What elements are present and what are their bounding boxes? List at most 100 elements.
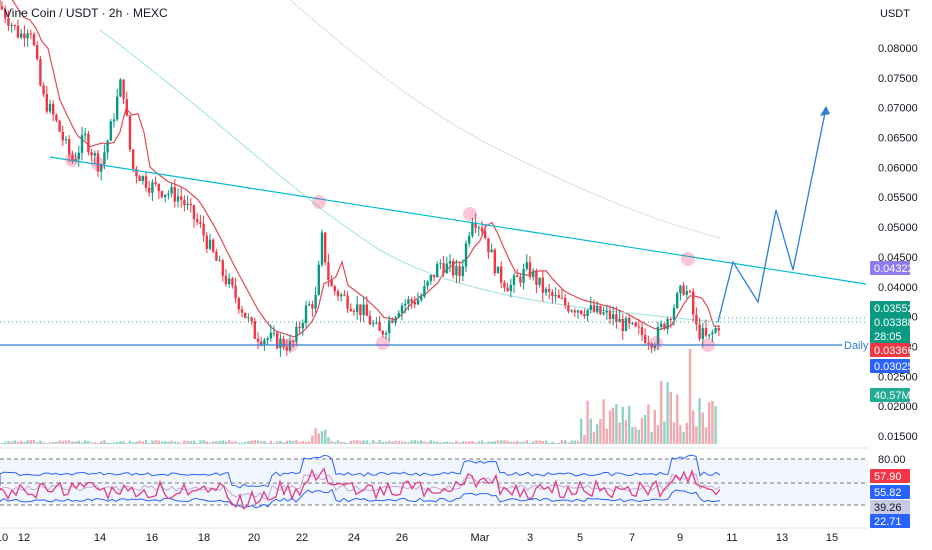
volume-bar <box>298 442 301 444</box>
volume-bar <box>122 441 125 444</box>
moving-averages <box>0 0 721 338</box>
volume-bar <box>154 440 157 444</box>
candle-body <box>164 194 167 198</box>
volume-bar <box>503 440 506 444</box>
volume-bar <box>247 440 250 444</box>
candle-body <box>244 312 247 318</box>
projection-arrow <box>820 106 830 116</box>
candle-body <box>682 285 685 295</box>
candle-body <box>327 262 330 280</box>
volume-bar <box>365 440 368 444</box>
chart-title: Vine Coin / USDT · 2h · MEXC <box>4 6 168 20</box>
volume-bar <box>266 442 269 444</box>
candle-body <box>349 308 352 312</box>
price-tick: 0.05000 <box>878 222 918 234</box>
candle-body <box>157 183 160 192</box>
volume-bar <box>679 425 682 444</box>
volume-bar <box>413 440 416 444</box>
volume-bar <box>676 394 679 444</box>
candle-body <box>605 310 608 313</box>
volume-bar <box>42 442 45 444</box>
volume-value-badge <box>870 388 910 402</box>
price-tick: 0.07500 <box>878 73 918 85</box>
candles <box>0 1 720 357</box>
volume-bar <box>224 441 228 444</box>
candle-body <box>192 205 196 220</box>
candle-body <box>154 182 157 184</box>
candle-body <box>634 322 637 327</box>
candle-body <box>631 322 634 324</box>
ma-slow-line <box>289 0 721 239</box>
volume-bar <box>215 441 218 444</box>
candle-body <box>314 294 317 309</box>
volume-bar <box>372 440 375 444</box>
volume-bar <box>279 440 282 444</box>
volume-bar <box>186 440 189 444</box>
volume-bar <box>346 442 349 444</box>
time-label: 16 <box>146 532 158 544</box>
candle-body <box>116 96 119 120</box>
volume-bar <box>343 441 346 444</box>
candle-body <box>397 312 400 318</box>
candle-body <box>384 332 388 335</box>
candle-body <box>0 6 4 10</box>
candle-body <box>695 314 698 325</box>
volume-bar <box>327 437 330 444</box>
volume-bar <box>669 391 672 444</box>
volume-bar <box>698 398 701 444</box>
low-price-text: 0.03025 <box>874 361 914 373</box>
candle-body <box>676 293 679 308</box>
volume-bar <box>93 442 96 444</box>
volume-bar <box>84 440 87 444</box>
candle-body <box>7 18 10 26</box>
candle-body <box>564 298 567 306</box>
time-label: 26 <box>396 532 408 544</box>
candle-body <box>618 318 621 323</box>
volume-bar <box>452 442 455 444</box>
volume-bar <box>173 441 176 444</box>
volume-bar <box>144 440 148 444</box>
candle-body <box>71 154 74 162</box>
candle-body <box>484 231 487 239</box>
touch-point-marker <box>65 153 79 167</box>
candle-body <box>100 164 103 172</box>
candle-body <box>202 223 205 236</box>
price-tick: 0.06500 <box>878 133 918 145</box>
volume-bar <box>103 440 106 444</box>
candle-body <box>74 159 77 162</box>
volume-bar <box>228 440 231 444</box>
volume-bar <box>368 442 372 444</box>
volume-bar <box>596 424 599 444</box>
volume-bar <box>253 440 256 444</box>
volume-bar <box>189 441 192 444</box>
volume-bar <box>621 406 624 444</box>
volume-bar <box>324 429 327 444</box>
volume-bar <box>544 440 548 444</box>
volume-bar <box>26 440 29 444</box>
candle-body <box>247 317 250 319</box>
volume-bar <box>711 400 714 444</box>
candle-body <box>282 338 285 348</box>
candle-body <box>167 193 170 195</box>
candle-body <box>20 33 23 38</box>
candle-body <box>557 294 560 298</box>
candle-body <box>26 33 29 39</box>
candle-body <box>359 304 362 316</box>
volume-bar <box>282 442 285 444</box>
candle-body <box>29 33 32 35</box>
candle-body <box>650 343 653 348</box>
price-tick: 0.06000 <box>878 162 918 174</box>
volume-bar <box>151 440 154 444</box>
touch-point-marker <box>701 338 715 352</box>
volume-bar <box>138 440 141 444</box>
candle-body <box>352 311 356 313</box>
candle-body <box>375 322 378 324</box>
candle-body <box>36 45 39 59</box>
candle-body <box>288 340 292 351</box>
candle-body <box>346 295 349 309</box>
candle-body <box>644 335 647 343</box>
volume-bar <box>0 442 4 444</box>
time-label: 9 <box>677 532 683 544</box>
candle-body <box>410 299 413 302</box>
